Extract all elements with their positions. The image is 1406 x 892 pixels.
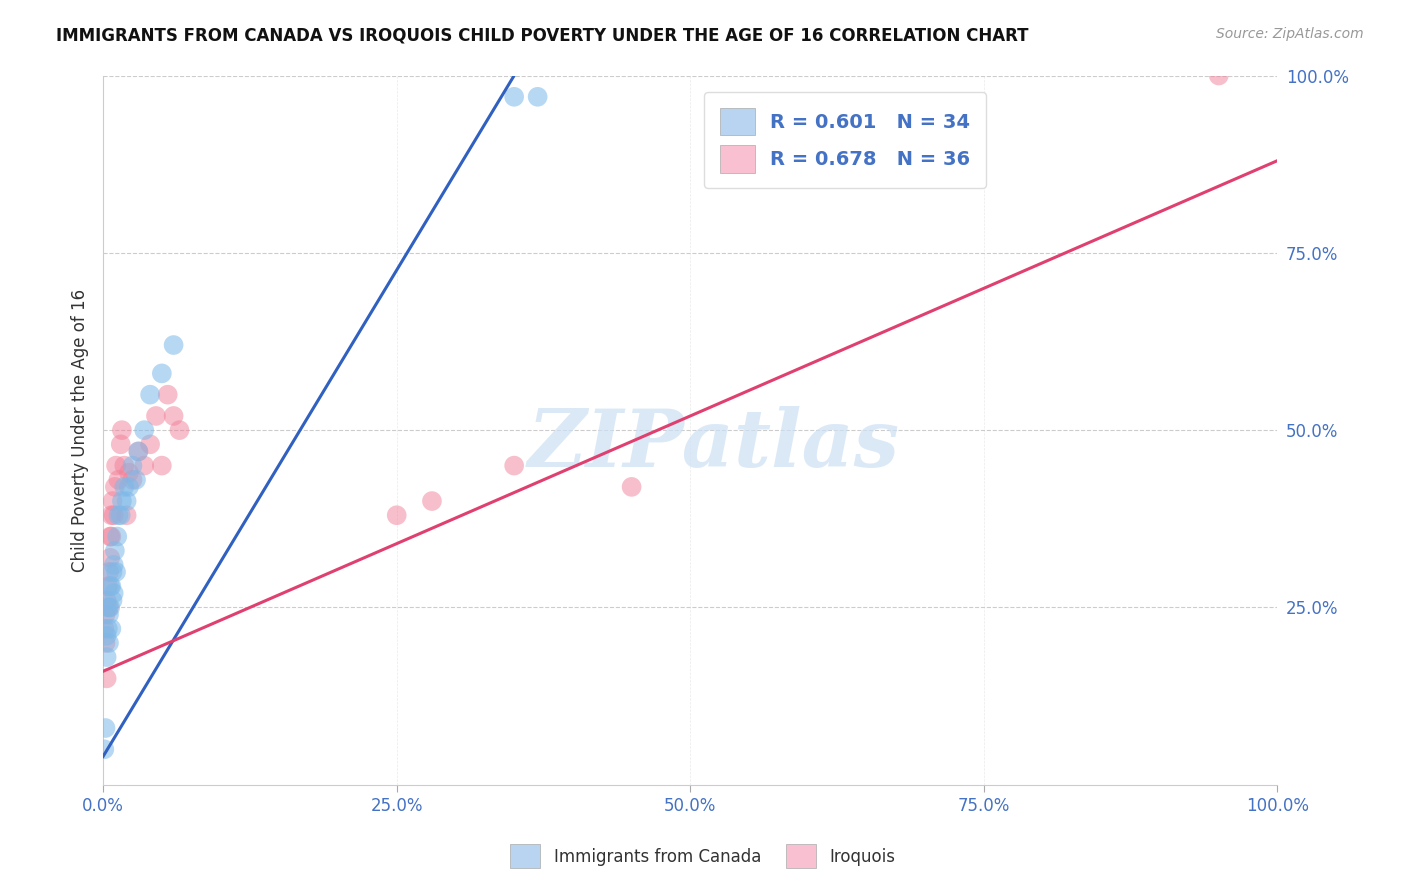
- Point: [115, 494, 138, 508]
- Point: [93, 622, 115, 636]
- Point: [98, 600, 121, 615]
- Point: [110, 437, 132, 451]
- Point: [98, 607, 121, 622]
- Point: [98, 579, 121, 593]
- Point: [127, 444, 149, 458]
- Point: [98, 550, 121, 565]
- Point: [101, 565, 124, 579]
- Point: [150, 367, 173, 381]
- Point: [97, 622, 120, 636]
- Point: [96, 672, 118, 686]
- Point: [96, 629, 118, 643]
- Point: [105, 565, 128, 579]
- Point: [98, 636, 121, 650]
- Point: [98, 565, 121, 579]
- Point: [105, 529, 128, 543]
- Point: [134, 423, 156, 437]
- Text: ZIPatlas: ZIPatlas: [527, 406, 900, 483]
- Point: [118, 466, 141, 480]
- Point: [97, 600, 120, 615]
- Point: [100, 622, 122, 636]
- Point: [101, 494, 124, 508]
- Point: [112, 458, 135, 473]
- Point: [98, 600, 121, 615]
- Point: [104, 480, 127, 494]
- Point: [127, 444, 149, 458]
- Point: [94, 607, 117, 622]
- Point: [134, 458, 156, 473]
- Point: [112, 480, 135, 494]
- Point: [1208, 69, 1230, 83]
- Point: [94, 636, 117, 650]
- Point: [97, 579, 120, 593]
- Point: [420, 494, 443, 508]
- Point: [96, 593, 118, 607]
- Point: [139, 437, 162, 451]
- Point: [526, 90, 548, 104]
- Point: [503, 458, 526, 473]
- Point: [96, 650, 118, 665]
- Point: [620, 480, 643, 494]
- Point: [150, 458, 173, 473]
- Point: [94, 721, 117, 735]
- Point: [118, 480, 141, 494]
- Point: [104, 543, 127, 558]
- Legend: Immigrants from Canada, Iroquois: Immigrants from Canada, Iroquois: [503, 838, 903, 875]
- Point: [103, 586, 125, 600]
- Text: Source: ZipAtlas.com: Source: ZipAtlas.com: [1216, 27, 1364, 41]
- Point: [115, 508, 138, 523]
- Point: [111, 423, 134, 437]
- Point: [111, 494, 134, 508]
- Point: [100, 508, 122, 523]
- Point: [385, 508, 408, 523]
- Point: [101, 593, 124, 607]
- Point: [100, 579, 122, 593]
- Point: [110, 508, 132, 523]
- Point: [121, 473, 143, 487]
- Point: [156, 387, 179, 401]
- Point: [98, 529, 121, 543]
- Point: [103, 558, 125, 572]
- Text: IMMIGRANTS FROM CANADA VS IROQUOIS CHILD POVERTY UNDER THE AGE OF 16 CORRELATION: IMMIGRANTS FROM CANADA VS IROQUOIS CHILD…: [56, 27, 1029, 45]
- Point: [105, 458, 128, 473]
- Point: [162, 409, 184, 423]
- Point: [107, 473, 129, 487]
- Point: [100, 529, 122, 543]
- Point: [145, 409, 167, 423]
- Point: [139, 387, 162, 401]
- Y-axis label: Child Poverty Under the Age of 16: Child Poverty Under the Age of 16: [72, 289, 89, 572]
- Point: [93, 742, 115, 756]
- Point: [125, 473, 148, 487]
- Point: [107, 508, 129, 523]
- Point: [162, 338, 184, 352]
- Point: [121, 458, 143, 473]
- Point: [103, 508, 125, 523]
- Point: [503, 90, 526, 104]
- Point: [169, 423, 191, 437]
- Legend: R = 0.601   N = 34, R = 0.678   N = 36: R = 0.601 N = 34, R = 0.678 N = 36: [704, 93, 986, 188]
